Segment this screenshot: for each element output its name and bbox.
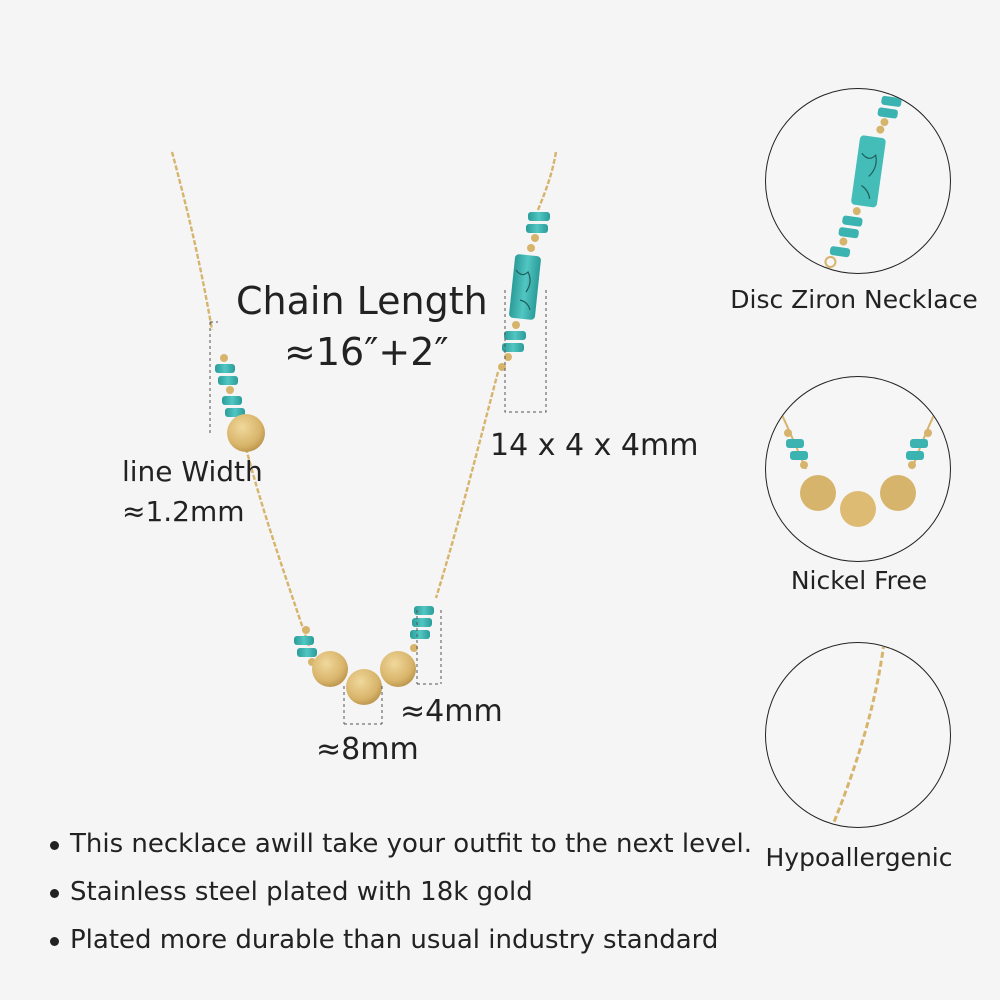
feature-circle-bead-closeup: [765, 88, 951, 274]
feature-caption-2: Nickel Free: [790, 566, 928, 595]
dimension-guides: [209, 290, 547, 725]
bottom-disc-group: [294, 606, 434, 705]
bead-size-label: 14 x 4 x 4mm: [490, 428, 699, 463]
feature-caption-1: Disc Ziron Necklace: [730, 285, 978, 314]
chain-length-value: ≈16″+2″: [284, 330, 449, 374]
line-width-value: ≈1.2mm: [122, 495, 245, 528]
chain-length-title: Chain Length: [236, 279, 488, 323]
necklace-illustration: [170, 151, 558, 725]
bullet-item: This necklace awill take your outfit to …: [48, 822, 752, 870]
line-width-title: line Width: [122, 455, 263, 488]
bullet-item: Stainless steel plated with 18k gold: [48, 870, 752, 918]
bullet-item: Plated more durable than usual industry …: [48, 918, 752, 966]
turquoise-bead-strand-icon: [824, 95, 902, 268]
disc-size-label: ≈8mm: [316, 732, 419, 767]
feature-circle-disc-closeup: [765, 376, 951, 562]
feature-bullet-list: This necklace awill take your outfit to …: [48, 822, 752, 966]
bead-width-label: ≈4mm: [400, 694, 503, 729]
right-bead-stack: [498, 212, 550, 371]
feature-caption-3: Hypoallergenic: [765, 843, 953, 872]
feature-circle-chain-closeup: [765, 642, 951, 828]
left-bead-stack: [215, 354, 265, 452]
chain-right-upper: [536, 151, 558, 211]
gold-disc-cluster-icon: [779, 410, 937, 527]
chain-left-upper: [170, 151, 214, 331]
chain-right-lower: [434, 371, 500, 599]
gold-chain-icon: [830, 643, 886, 827]
chain-left-lower: [244, 447, 314, 656]
